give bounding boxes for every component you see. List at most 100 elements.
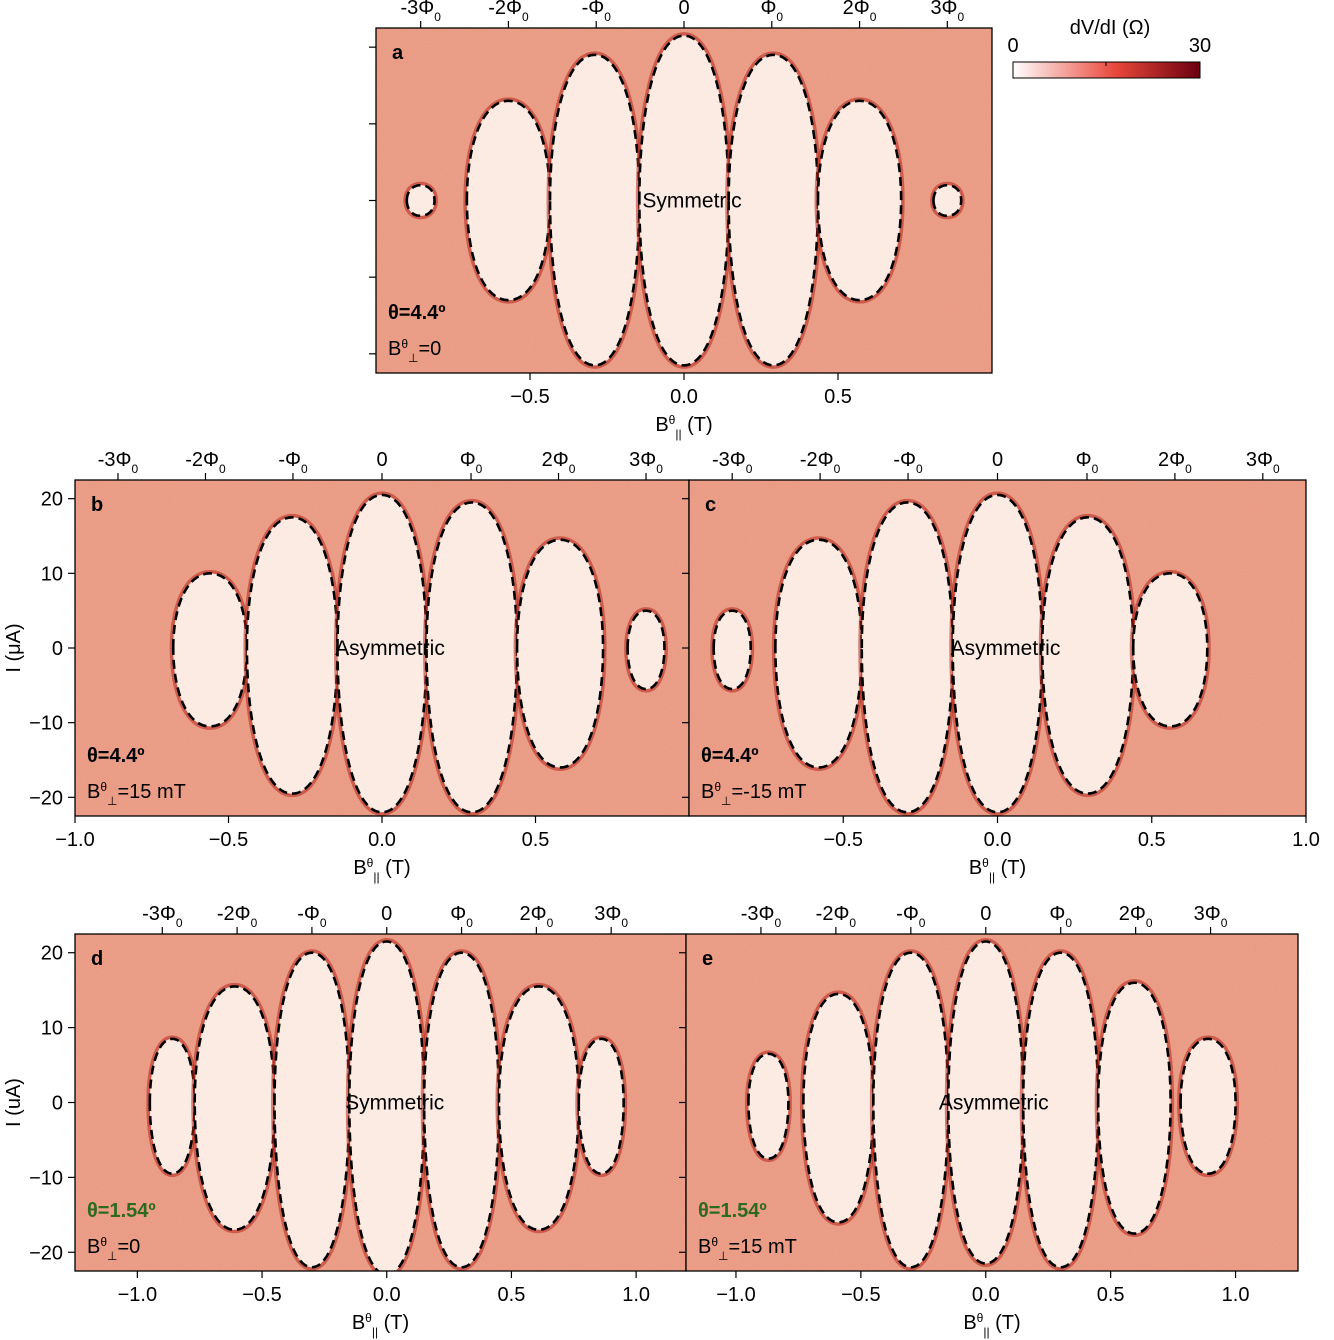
bperp-base: B: [87, 1236, 100, 1258]
y-tick-label: −10: [29, 713, 63, 735]
lobe-fill: [1180, 1038, 1236, 1174]
panel-d: −1.0 −0.5 0.0 0.5 1.0-3Φ0 -2Φ0 -Φ0 0 Φ0 2Φ0 3Φ0−20…: [3, 903, 687, 1339]
flux-tick-sub: 0: [466, 916, 473, 930]
flux-tick-base: -3Φ: [712, 449, 746, 471]
flux-tick-label: 3Φ0: [930, 0, 964, 24]
x-tick-label: 0.5: [1138, 829, 1166, 851]
bperp-base: B: [388, 338, 401, 360]
lobe-fill: [517, 539, 604, 768]
lobe-fill: [426, 502, 518, 813]
flux-tick-base: Φ: [450, 903, 466, 925]
y-tick-label: 10: [41, 1018, 63, 1040]
bperp-value: =0: [117, 1236, 140, 1258]
flux-tick-base: -3Φ: [741, 903, 775, 925]
flux-tick-sub: 0: [1221, 916, 1228, 930]
lobe-fill: [274, 952, 350, 1268]
lobe-layer: [169, 491, 668, 816]
bperp-base: B: [698, 1236, 711, 1258]
flux-tick-label: -Φ0: [893, 449, 923, 476]
x-tick-label: 0.0: [984, 829, 1012, 851]
flux-tick-label: 0: [376, 449, 387, 471]
bperp-sup: θ: [100, 780, 107, 794]
flux-tick-label: -2Φ0: [488, 0, 529, 24]
y-axis-label: I (μA): [3, 623, 25, 672]
flux-tick-label: Φ0: [1076, 449, 1099, 476]
bperp-label: Bθ⊥=15 mT: [87, 780, 186, 808]
x-tick-label: −0.5: [242, 1284, 281, 1306]
bperp-label: Bθ⊥=-15 mT: [701, 780, 807, 808]
lobe-fill: [1098, 982, 1171, 1234]
flux-tick-label: 3Φ0: [1194, 903, 1228, 930]
flux-tick-label: 2Φ0: [1119, 903, 1153, 930]
panel-letter: a: [392, 42, 404, 64]
flux-tick-label: 0: [381, 903, 392, 925]
flux-tick-label: -Φ0: [297, 903, 327, 930]
flux-tick-label: 2Φ0: [542, 449, 576, 476]
lobe-contour: [465, 99, 552, 302]
y-tick-label: −10: [29, 1167, 63, 1189]
flux-tick-label: -Φ0: [582, 0, 612, 24]
flux-tick-label: -2Φ0: [185, 449, 226, 476]
x-tick-label: 1.0: [1222, 1284, 1250, 1306]
lobe-contour: [405, 183, 436, 218]
flux-tick-sub: 0: [776, 10, 783, 24]
flux-tick-sub: 0: [1065, 916, 1072, 930]
y-tick-label: −20: [29, 787, 63, 809]
flux-tick-base: -2Φ: [800, 449, 834, 471]
xlabel-base: B: [969, 857, 982, 879]
y-tick-label: 10: [41, 563, 63, 585]
lobe-contour: [577, 1037, 625, 1175]
flux-tick-base: 3Φ: [594, 903, 621, 925]
flux-tick-base: -Φ: [582, 0, 605, 19]
lobe-fill: [861, 502, 953, 813]
lobe-fill: [713, 610, 751, 690]
flux-tick-sub: 0: [569, 462, 576, 476]
y-tick-label: 20: [41, 489, 63, 511]
flux-tick-label: -3Φ0: [741, 903, 782, 930]
flux-tick-sub: 0: [919, 916, 926, 930]
flux-tick-base: -2Φ: [185, 449, 219, 471]
bperp-label: Bθ⊥=15 mT: [698, 1235, 797, 1263]
lobe-fill: [728, 54, 818, 366]
xlabel-sup: θ: [669, 413, 676, 427]
bperp-value: =0: [418, 338, 441, 360]
lobe-fill: [803, 993, 874, 1223]
panel-e: −1.0 −0.5 0.0 0.5 1.0-3Φ0 -2Φ0 -Φ0 0 Φ0 2Φ0 3Φ0Bθ|…: [679, 903, 1299, 1339]
y-tick-label: 0: [52, 1093, 63, 1115]
xlabel-sup: θ: [982, 856, 989, 870]
flux-tick-sub: 0: [958, 10, 965, 24]
y-tick-label: 20: [41, 943, 63, 965]
flux-tick-label: Φ0: [1049, 903, 1072, 930]
flux-tick-base: 3Φ: [930, 0, 957, 19]
lobe-contour: [774, 538, 864, 769]
bperp-sup: θ: [401, 337, 408, 351]
flux-tick-base: -3Φ: [400, 0, 434, 19]
flux-tick-sub: 0: [301, 462, 308, 476]
flux-tick-base: 3Φ: [1194, 903, 1221, 925]
lobe-fill: [1023, 952, 1099, 1268]
flux-tick-sub: 0: [434, 10, 441, 24]
lobe-fill: [578, 1038, 624, 1174]
flux-tick-label: Φ0: [460, 449, 483, 476]
panel-title: Asymmetric: [335, 637, 445, 660]
x-axis-label: Bθ|| (T): [963, 1311, 1020, 1339]
lobe-contour: [515, 538, 605, 769]
xlabel-unit: (T): [378, 1312, 409, 1334]
x-tick-label: 0.5: [522, 829, 550, 851]
flux-tick-label: 3Φ0: [1246, 449, 1280, 476]
x-axis-label: Bθ|| (T): [969, 856, 1026, 884]
bperp-base: B: [701, 781, 714, 803]
flux-tick-base: 0: [678, 0, 689, 19]
lobe-fill: [627, 610, 665, 690]
panel-b: −1.0 −0.5 0.0 0.5-3Φ0 -2Φ0 -Φ0 0 Φ0 2Φ0 3Φ0−20−10…: [3, 449, 690, 884]
x-axis-label: Bθ|| (T): [352, 1311, 409, 1339]
flux-tick-base: 2Φ: [843, 0, 870, 19]
bperp-sub: ⊥: [107, 794, 117, 808]
theta-label: θ=4.4º: [388, 302, 446, 324]
xlabel-sub: ||: [373, 870, 379, 884]
flux-tick-label: Φ0: [450, 903, 473, 930]
flux-tick-base: -2Φ: [816, 903, 850, 925]
panel-letter: b: [91, 494, 103, 516]
lobe-fill: [817, 100, 902, 301]
